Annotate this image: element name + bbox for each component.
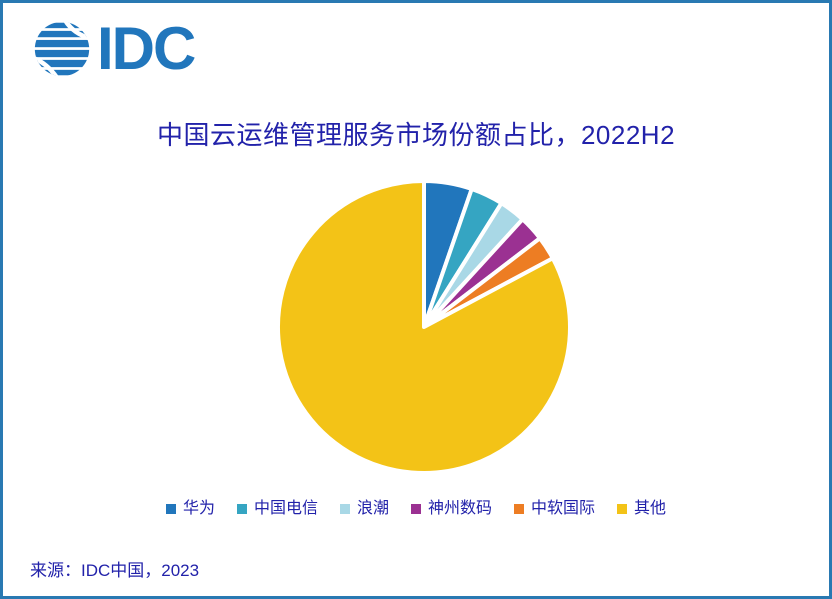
legend-item-中软国际: 中软国际	[514, 501, 595, 517]
legend-label: 中软国际	[531, 500, 596, 517]
pie-chart	[275, 179, 572, 475]
chart-legend: 华为 中国电信 浪潮 神州数码 中软国际 其他	[0, 501, 832, 517]
legend-label: 华为	[182, 500, 215, 517]
legend-item-华为: 华为	[165, 500, 215, 517]
legend-swatch-icon	[514, 504, 525, 514]
legend-label: 其他	[634, 500, 667, 517]
legend-label: 中国电信	[253, 500, 318, 517]
legend-item-神州数码: 神州数码	[411, 501, 492, 517]
legend-item-中国电信: 中国电信	[236, 500, 318, 517]
legend-swatch-icon	[617, 504, 628, 514]
legend-item-浪潮: 浪潮	[339, 500, 389, 517]
chart-title: 中国云运维管理服务市场份额占比，2022H2	[156, 120, 676, 150]
pie-slice-其他	[275, 179, 572, 475]
idc-logo-text: IDC	[97, 15, 196, 82]
legend-swatch-icon	[236, 504, 247, 514]
legend-item-其他: 其他	[617, 501, 666, 517]
legend-swatch-icon	[411, 504, 421, 514]
source-note: 来源：IDC中国，2023	[30, 561, 200, 580]
idc-logo: IDC	[33, 15, 196, 82]
legend-label: 神州数码	[428, 500, 493, 517]
legend-swatch-icon	[339, 504, 350, 514]
legend-label: 浪潮	[356, 500, 389, 517]
legend-swatch-icon	[165, 504, 176, 514]
idc-globe-icon	[34, 21, 90, 77]
